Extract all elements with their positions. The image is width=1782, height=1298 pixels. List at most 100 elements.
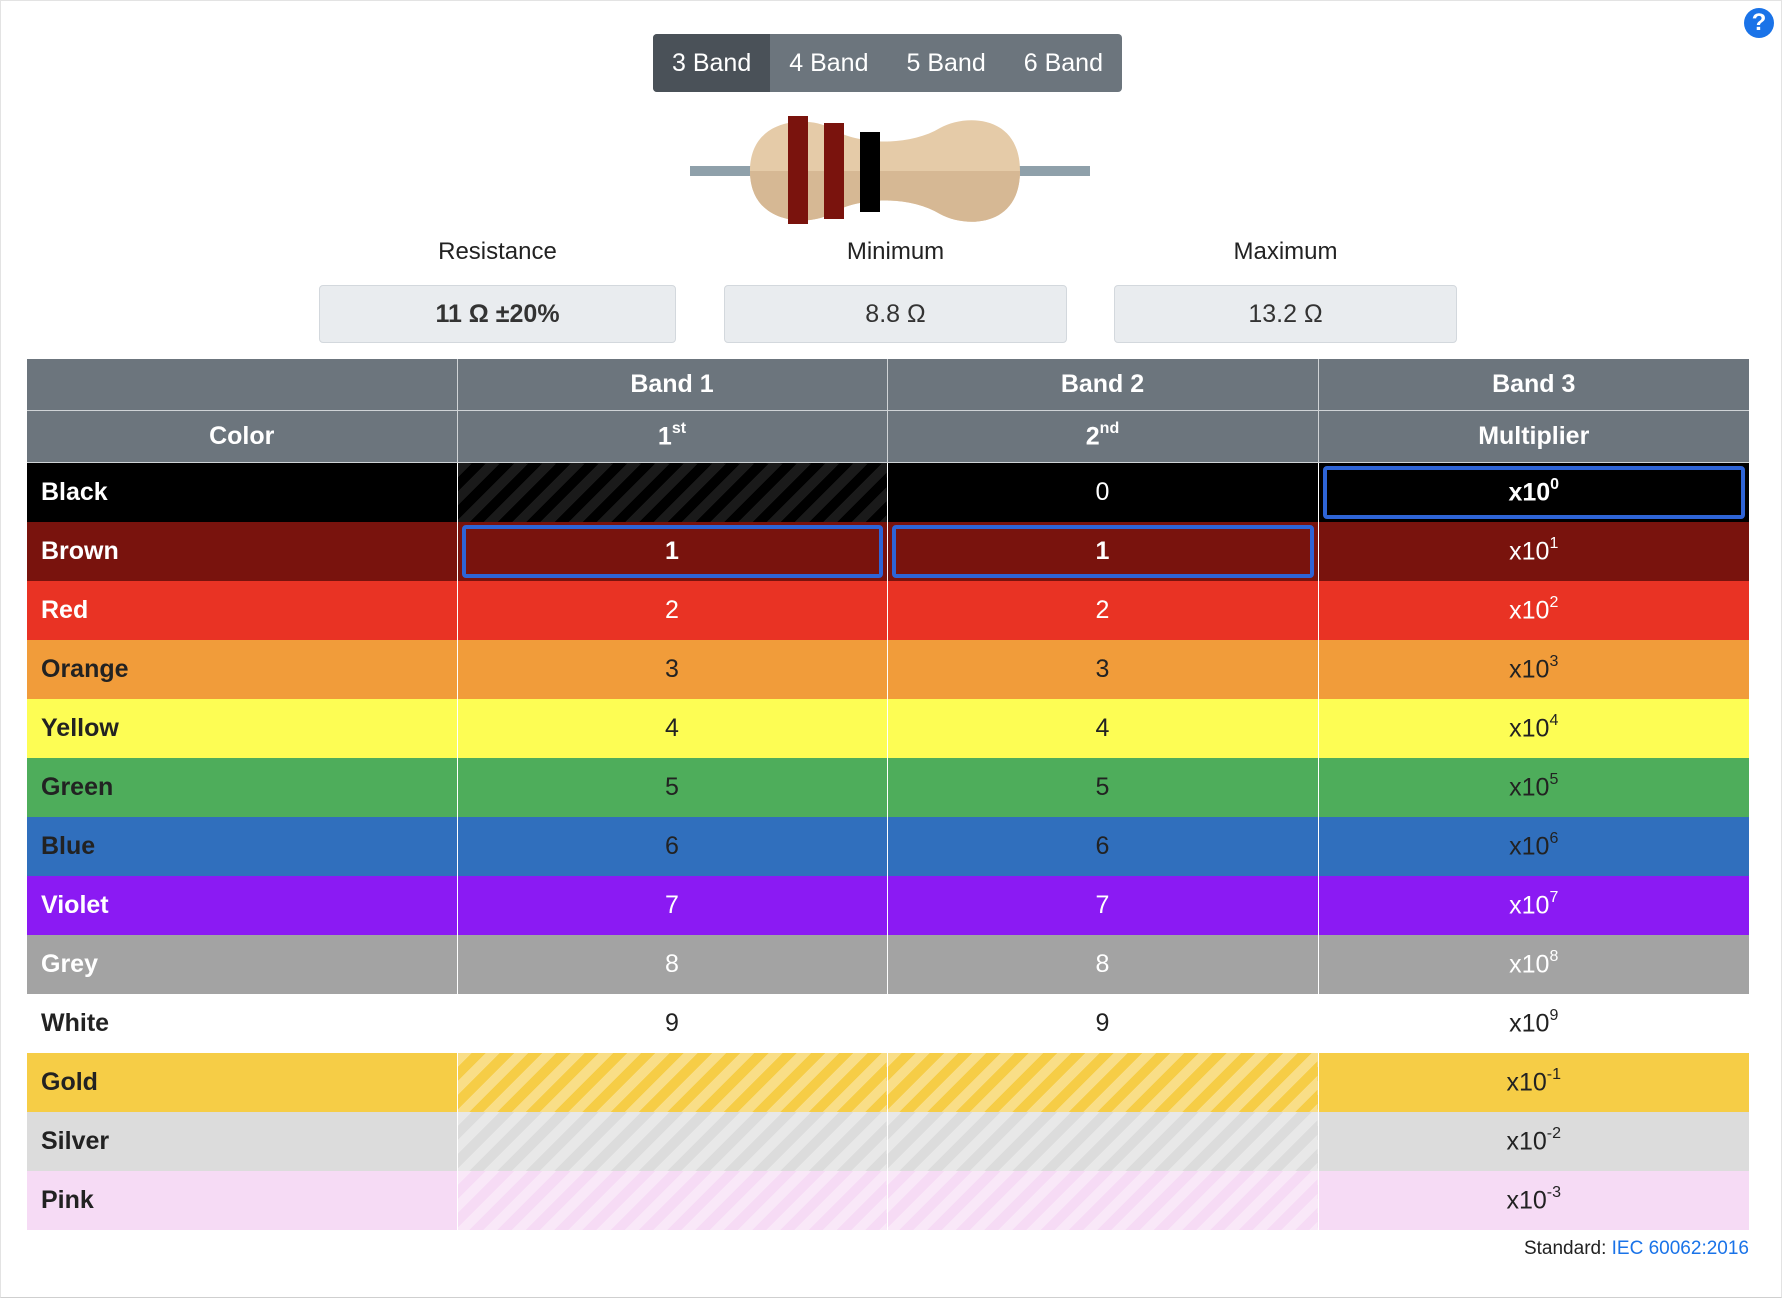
multiplier-base: x10	[1509, 891, 1550, 920]
color-name: Grey	[41, 950, 98, 978]
color-name: Brown	[41, 537, 119, 565]
header-color: Color	[27, 410, 457, 463]
band-1-cell[interactable]: 3	[456, 640, 887, 699]
resistance-label: Resistance	[438, 238, 557, 265]
band-2-cell[interactable]: 2	[886, 581, 1318, 640]
multiplier-cell[interactable]: x109	[1317, 994, 1749, 1053]
multiplier-exponent: 2	[1549, 593, 1559, 611]
multiplier-cell[interactable]: x101	[1317, 522, 1749, 581]
header-multiplier: Multiplier	[1317, 410, 1749, 463]
band-1-cell[interactable]: 4	[456, 699, 887, 758]
tab-6-band[interactable]: 6 Band	[1023, 48, 1103, 77]
multiplier-cell[interactable]: x106	[1317, 817, 1749, 876]
band-2-cell[interactable]: 4	[886, 699, 1318, 758]
multiplier-exponent: 8	[1549, 947, 1559, 965]
header-band-3: Band 3	[1317, 359, 1749, 411]
header-band-1: Band 1	[456, 359, 887, 411]
multiplier-base: x10	[1509, 950, 1550, 979]
table-row: Orange 3 3 x103	[27, 640, 1749, 699]
maximum-value: 13.2 Ω	[1114, 285, 1457, 343]
band-2-cell[interactable]: 6	[886, 817, 1318, 876]
multiplier-base: x10	[1509, 596, 1550, 625]
multiplier-cell[interactable]: x103	[1317, 640, 1749, 699]
table-row: Violet 7 7 x107	[27, 876, 1749, 935]
band-2-cell[interactable]: 1	[886, 522, 1318, 581]
band-1-cell[interactable]: 6	[456, 817, 887, 876]
band-2-cell	[886, 1112, 1318, 1171]
multiplier-base: x10	[1509, 832, 1550, 861]
multiplier-cell[interactable]: x105	[1317, 758, 1749, 817]
standard-label: Standard:	[1523, 1238, 1607, 1259]
band-2-cell[interactable]: 8	[886, 935, 1318, 994]
multiplier-exponent: -2	[1546, 1124, 1562, 1142]
color-name: Pink	[41, 1186, 94, 1214]
table-row: Yellow 4 4 x104	[27, 699, 1749, 758]
resistor-illustration	[690, 116, 1090, 224]
multiplier-base: x10	[1509, 1009, 1550, 1038]
multiplier-exponent: 5	[1549, 770, 1559, 788]
resistor-band-3	[860, 132, 880, 212]
table-row: Pink x10-3	[27, 1171, 1749, 1230]
band-2-cell	[886, 1171, 1318, 1230]
band-2-cell[interactable]: 0	[886, 462, 1318, 522]
multiplier-cell[interactable]: x10-1	[1317, 1053, 1749, 1112]
header-2nd: 2nd	[886, 410, 1318, 463]
multiplier-exponent: 0	[1550, 475, 1560, 493]
multiplier-exponent: -1	[1546, 1065, 1562, 1083]
band-1-cell	[456, 462, 887, 522]
tab-4-band[interactable]: 4 Band	[789, 48, 869, 77]
multiplier-base: x10	[1506, 1068, 1547, 1097]
multiplier-base: x10	[1509, 537, 1550, 566]
table-row: Green 5 5 x105	[27, 758, 1749, 817]
table-row: Brown 1 1 x101	[27, 522, 1749, 581]
help-icon[interactable]: ?	[1744, 8, 1774, 38]
multiplier-cell[interactable]: x108	[1317, 935, 1749, 994]
resistor-body-shadow	[750, 171, 1020, 222]
tab-5-band[interactable]: 5 Band	[906, 48, 986, 77]
band-2-cell[interactable]: 5	[886, 758, 1318, 817]
band-1-cell[interactable]: 9	[456, 994, 887, 1053]
multiplier-cell[interactable]: x100	[1317, 462, 1749, 522]
multiplier-cell[interactable]: x10-2	[1317, 1112, 1749, 1171]
band-1-cell[interactable]: 7	[456, 876, 887, 935]
band-1-cell[interactable]: 5	[456, 758, 887, 817]
multiplier-exponent: 1	[1549, 534, 1559, 552]
color-name: Red	[41, 596, 89, 624]
band-2-cell[interactable]: 7	[886, 876, 1318, 935]
band-1-cell	[456, 1171, 887, 1230]
multiplier-exponent: 7	[1549, 888, 1559, 906]
multiplier-cell[interactable]: x107	[1317, 876, 1749, 935]
band-1-cell	[456, 1112, 887, 1171]
tab-3-band[interactable]: 3 Band	[653, 34, 771, 92]
color-name: Gold	[41, 1068, 98, 1096]
color-name: Blue	[41, 832, 96, 860]
maximum-label: Maximum	[1233, 238, 1338, 265]
standard-link[interactable]: IEC 60062:2016	[1611, 1238, 1749, 1259]
color-name: Violet	[41, 891, 109, 919]
band-2-cell[interactable]: 3	[886, 640, 1318, 699]
multiplier-base: x10	[1506, 1186, 1547, 1215]
multiplier-base: x10	[1509, 773, 1550, 802]
band-1-cell[interactable]: 8	[456, 935, 887, 994]
color-name: Silver	[41, 1127, 110, 1155]
resistor-band-1	[788, 116, 808, 224]
minimum-value: 8.8 Ω	[724, 285, 1067, 343]
table-row: Black 0 x100	[27, 462, 1749, 522]
band-1-cell	[456, 1053, 887, 1112]
color-name: Orange	[41, 655, 129, 683]
color-name: Black	[41, 478, 108, 506]
band-1-cell[interactable]: 2	[456, 581, 887, 640]
band-2-cell	[886, 1053, 1318, 1112]
multiplier-exponent: 6	[1549, 829, 1559, 847]
color-name: White	[41, 1009, 110, 1037]
table-row: Silver x10-2	[27, 1112, 1749, 1171]
multiplier-exponent: -3	[1546, 1183, 1562, 1201]
table-row: Grey 8 8 x108	[27, 935, 1749, 994]
band-2-cell[interactable]: 9	[886, 994, 1318, 1053]
multiplier-cell[interactable]: x104	[1317, 699, 1749, 758]
multiplier-cell[interactable]: x10-3	[1317, 1171, 1749, 1230]
multiplier-base: x10	[1509, 655, 1550, 684]
band-1-cell[interactable]: 1	[456, 522, 887, 581]
multiplier-cell[interactable]: x102	[1317, 581, 1749, 640]
multiplier-exponent: 9	[1549, 1006, 1559, 1024]
